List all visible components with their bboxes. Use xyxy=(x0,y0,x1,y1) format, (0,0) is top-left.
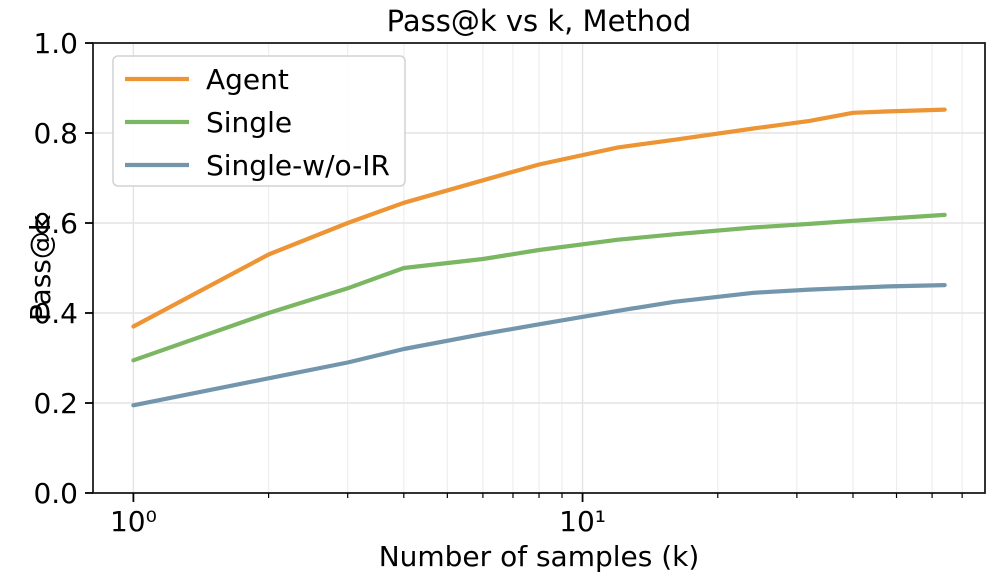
chart-title: Pass@k vs k, Method xyxy=(387,4,692,38)
y-tick-label: 0.6 xyxy=(33,207,78,240)
y-tick-label: 0.4 xyxy=(33,297,78,330)
series-line-single-w-o-ir xyxy=(131,283,947,408)
grid-layer xyxy=(93,43,985,493)
y-tick-label: 0.0 xyxy=(33,477,78,510)
series-line-single xyxy=(131,212,947,363)
y-tick-label: 1.0 xyxy=(33,27,78,60)
legend-layer: Agent Single Single-w/o-IR xyxy=(112,55,406,187)
legend-label: Single xyxy=(206,106,292,139)
x-axis-label: Number of samples (k) xyxy=(379,540,700,573)
y-tick-label: 0.2 xyxy=(33,387,78,420)
y-tick-label: 0.8 xyxy=(33,117,78,150)
y-axis-label: Pass@k xyxy=(24,214,57,321)
series-layer xyxy=(131,107,947,408)
x-tick-label: 10⁰ xyxy=(110,505,157,538)
legend-label: Single-w/o-IR xyxy=(206,149,390,182)
x-tick-label: 10¹ xyxy=(559,505,606,538)
legend-label: Agent xyxy=(206,63,289,96)
ticks-layer: 0.0 0.2 0.4 0.6 0.8 1.0 10⁰ 10¹ xyxy=(33,27,963,538)
legend-box xyxy=(112,55,406,187)
series-line-agent xyxy=(131,107,947,329)
